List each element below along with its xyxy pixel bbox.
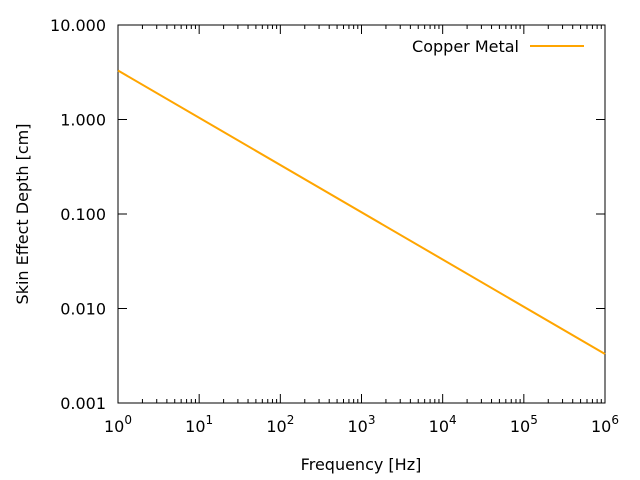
x-tick-label: 102 (266, 413, 294, 436)
axis-tick-labels: 100 101 102 103 104 105 106 0.001 0.010 0.100 1.00… (50, 16, 619, 436)
x-tick-label: 103 (348, 413, 376, 436)
x-tick-label: 100 (104, 413, 132, 436)
legend-label: Copper Metal (412, 37, 519, 56)
series-layer (117, 69, 606, 355)
x-tick-label: 106 (591, 413, 619, 436)
x-tick-label: 105 (510, 413, 538, 436)
y-tick-label: 0.010 (60, 300, 106, 319)
plot-frame (117, 24, 606, 404)
y-tick-label: 1.000 (60, 111, 106, 130)
x-tick-label: 101 (185, 413, 213, 436)
legend: Copper Metal (412, 37, 584, 56)
y-tick-label: 10.000 (50, 16, 106, 35)
y-tick-label: 0.001 (60, 394, 106, 413)
axis-ticks (117, 24, 606, 404)
x-tick-label: 104 (429, 413, 457, 436)
y-tick-label: 0.100 (60, 205, 106, 224)
x-axis-title: Frequency [Hz] (301, 455, 422, 474)
series-line (117, 69, 606, 355)
y-axis-title: Skin Effect Depth [cm] (13, 124, 32, 305)
